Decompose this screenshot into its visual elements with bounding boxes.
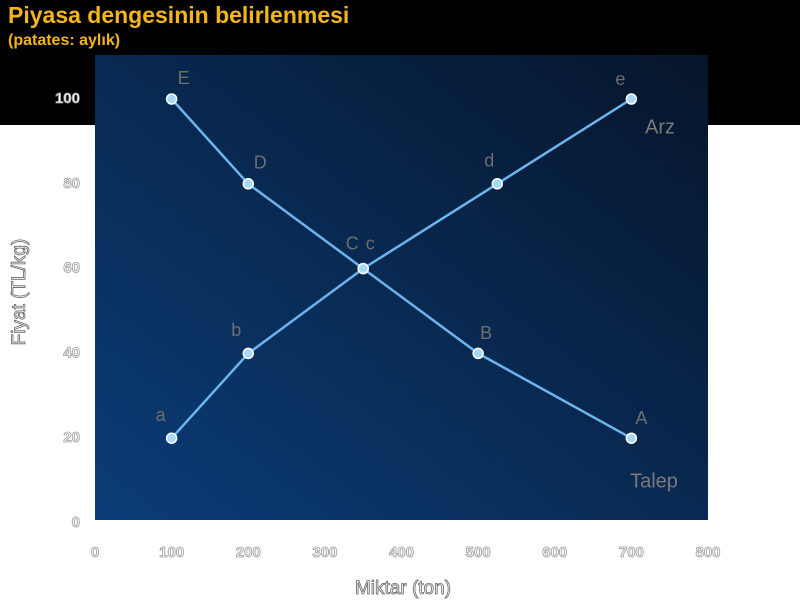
point-label: E xyxy=(178,68,190,88)
x-tick-label: 400 xyxy=(389,544,414,561)
x-tick-label: 200 xyxy=(236,544,261,561)
x-axis-label: Miktar (ton) xyxy=(355,578,451,599)
point-label: d xyxy=(484,151,494,171)
x-tick-label: 300 xyxy=(312,544,337,561)
y-tick-label: 0 xyxy=(72,514,80,531)
x-tick-label: 0 xyxy=(91,544,99,561)
x-tick-label: 100 xyxy=(159,544,184,561)
point xyxy=(242,347,254,360)
y-tick-label: 80 xyxy=(63,175,80,192)
point xyxy=(357,262,369,275)
point-label: e xyxy=(615,69,625,89)
y-tick-label: 40 xyxy=(63,344,80,361)
series-label: Talep xyxy=(630,470,678,492)
subtitle: (patates: aylık) xyxy=(8,32,120,49)
y-tick-label: 100 xyxy=(55,90,80,107)
series-label: Arz xyxy=(645,116,675,138)
y-axis-label: Fiyat (TL/kg) xyxy=(9,239,30,346)
point xyxy=(165,93,178,105)
point xyxy=(491,178,504,190)
point xyxy=(472,347,484,360)
title: Piyasa dengesinin belirlenmesi xyxy=(8,2,349,28)
x-tick-label: 700 xyxy=(619,544,644,561)
x-tick-label: 800 xyxy=(695,544,720,561)
point xyxy=(242,178,254,190)
point-label: b xyxy=(231,320,241,340)
y-tick-label: 20 xyxy=(63,429,80,446)
plot-area xyxy=(95,55,708,520)
point-label: D xyxy=(254,153,267,173)
point-label: a xyxy=(156,405,167,425)
point xyxy=(625,93,638,105)
point xyxy=(165,432,178,444)
x-tick-label: 500 xyxy=(466,544,491,561)
point xyxy=(625,432,638,444)
point-label: C xyxy=(346,233,359,253)
point-label: c xyxy=(366,233,375,253)
point-label: A xyxy=(635,408,647,428)
point-label: B xyxy=(480,323,492,343)
y-tick-label: 60 xyxy=(63,260,80,277)
x-tick-label: 600 xyxy=(542,544,567,561)
